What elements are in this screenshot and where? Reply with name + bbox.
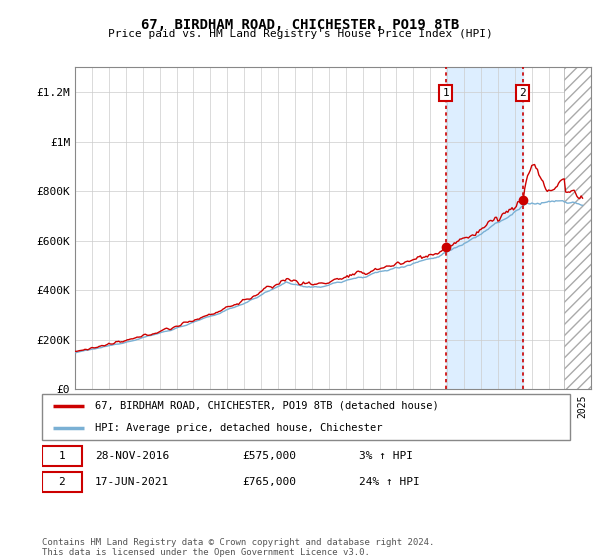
Bar — [446, 67, 523, 389]
Text: Price paid vs. HM Land Registry's House Price Index (HPI): Price paid vs. HM Land Registry's House … — [107, 29, 493, 39]
Text: £765,000: £765,000 — [242, 477, 296, 487]
Text: Contains HM Land Registry data © Crown copyright and database right 2024.
This d: Contains HM Land Registry data © Crown c… — [42, 538, 434, 557]
Text: HPI: Average price, detached house, Chichester: HPI: Average price, detached house, Chic… — [95, 423, 382, 433]
FancyBboxPatch shape — [42, 394, 570, 440]
FancyBboxPatch shape — [42, 446, 82, 466]
Text: 2: 2 — [519, 88, 526, 98]
Text: 28-NOV-2016: 28-NOV-2016 — [95, 451, 169, 461]
Text: 1: 1 — [442, 88, 449, 98]
FancyBboxPatch shape — [42, 472, 82, 492]
Text: 1: 1 — [58, 451, 65, 461]
Text: £575,000: £575,000 — [242, 451, 296, 461]
Text: 17-JUN-2021: 17-JUN-2021 — [95, 477, 169, 487]
Text: 24% ↑ HPI: 24% ↑ HPI — [359, 477, 419, 487]
Text: 67, BIRDHAM ROAD, CHICHESTER, PO19 8TB: 67, BIRDHAM ROAD, CHICHESTER, PO19 8TB — [141, 18, 459, 32]
Text: 3% ↑ HPI: 3% ↑ HPI — [359, 451, 413, 461]
Text: 2: 2 — [58, 477, 65, 487]
Bar — [564, 67, 591, 389]
Text: 67, BIRDHAM ROAD, CHICHESTER, PO19 8TB (detached house): 67, BIRDHAM ROAD, CHICHESTER, PO19 8TB (… — [95, 400, 439, 410]
